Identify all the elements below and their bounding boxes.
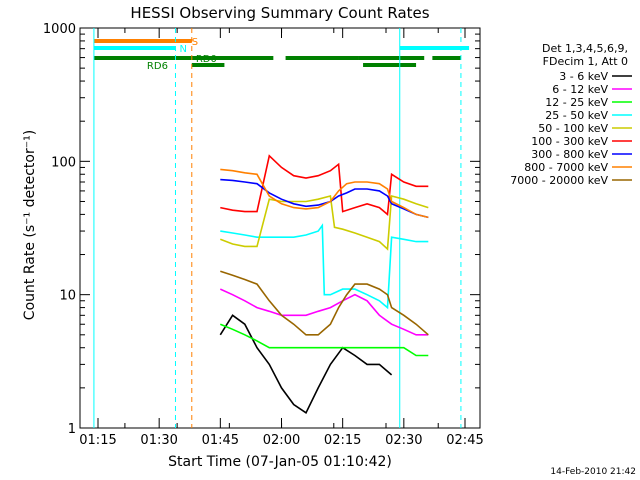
legend-entry: 6 - 12 keV	[552, 83, 608, 96]
x-tick-label: 02:00	[263, 433, 300, 448]
flag-label: RD6	[147, 61, 168, 72]
y-tick-label: 1000	[43, 22, 76, 37]
chart-title: HESSI Observing Summary Count Rates	[130, 4, 429, 22]
x-tick-label: 01:30	[140, 433, 177, 448]
series-line-0	[219, 314, 393, 414]
footer-timestamp: 14-Feb-2010 21:42	[550, 467, 636, 477]
x-tick-label: 02:30	[385, 433, 422, 448]
plot-border	[79, 27, 481, 429]
legend-entry: 100 - 300 keV	[531, 135, 608, 148]
y-tick-label: 1	[68, 422, 76, 437]
plot-frame	[79, 27, 481, 429]
legend-header: Det 1,3,4,5,6,9,	[542, 42, 628, 55]
legend-entry: 3 - 6 keV	[559, 70, 608, 83]
legend-entry: 25 - 50 keV	[545, 109, 608, 122]
x-tick-label: 01:15	[79, 433, 116, 448]
series-lines	[93, 28, 462, 428]
y-axis-label: Count Rate (s⁻¹ detector⁻¹)	[22, 130, 38, 320]
series-line-5	[220, 154, 429, 216]
legend-entry: 12 - 25 keV	[545, 96, 608, 109]
series-line-8	[220, 270, 429, 336]
flag-label: N	[180, 44, 187, 55]
y-axis: 1 10 100 1000	[43, 22, 480, 437]
y-tick-label: 10	[59, 289, 76, 304]
x-axis-label: Start Time (07-Jan-05 01:10:42)	[168, 454, 392, 470]
series-line-7	[220, 168, 429, 219]
legend-entry: 50 - 100 keV	[538, 122, 608, 135]
legend-header: FDecim 1, Att 0	[543, 55, 628, 68]
legend-entry: 300 - 800 keV	[531, 148, 608, 161]
flag-label: RD0	[196, 54, 217, 65]
series-line-4	[220, 194, 429, 251]
series-line-3	[220, 223, 429, 310]
series-line-1	[219, 288, 429, 336]
x-tick-label: 01:45	[202, 433, 239, 448]
y-tick-label: 100	[51, 155, 76, 170]
x-axis: 01:15 01:30 01:45 02:00 02:15 02:30 02:45	[79, 28, 484, 448]
series-line-2	[219, 323, 429, 357]
series-line-6	[220, 178, 429, 219]
legend-entry: 7000 - 20000 keV	[510, 174, 608, 187]
x-tick-label: 02:45	[446, 433, 483, 448]
x-tick-label: 02:15	[324, 433, 361, 448]
flag-label: S	[192, 37, 198, 48]
legend-entry: 800 - 7000 keV	[524, 161, 608, 174]
flag-bars: SN RD0 RD6	[93, 37, 470, 72]
legend: Det 1,3,4,5,6,9,FDecim 1, Att 0 3 - 6 keV…	[510, 42, 632, 187]
